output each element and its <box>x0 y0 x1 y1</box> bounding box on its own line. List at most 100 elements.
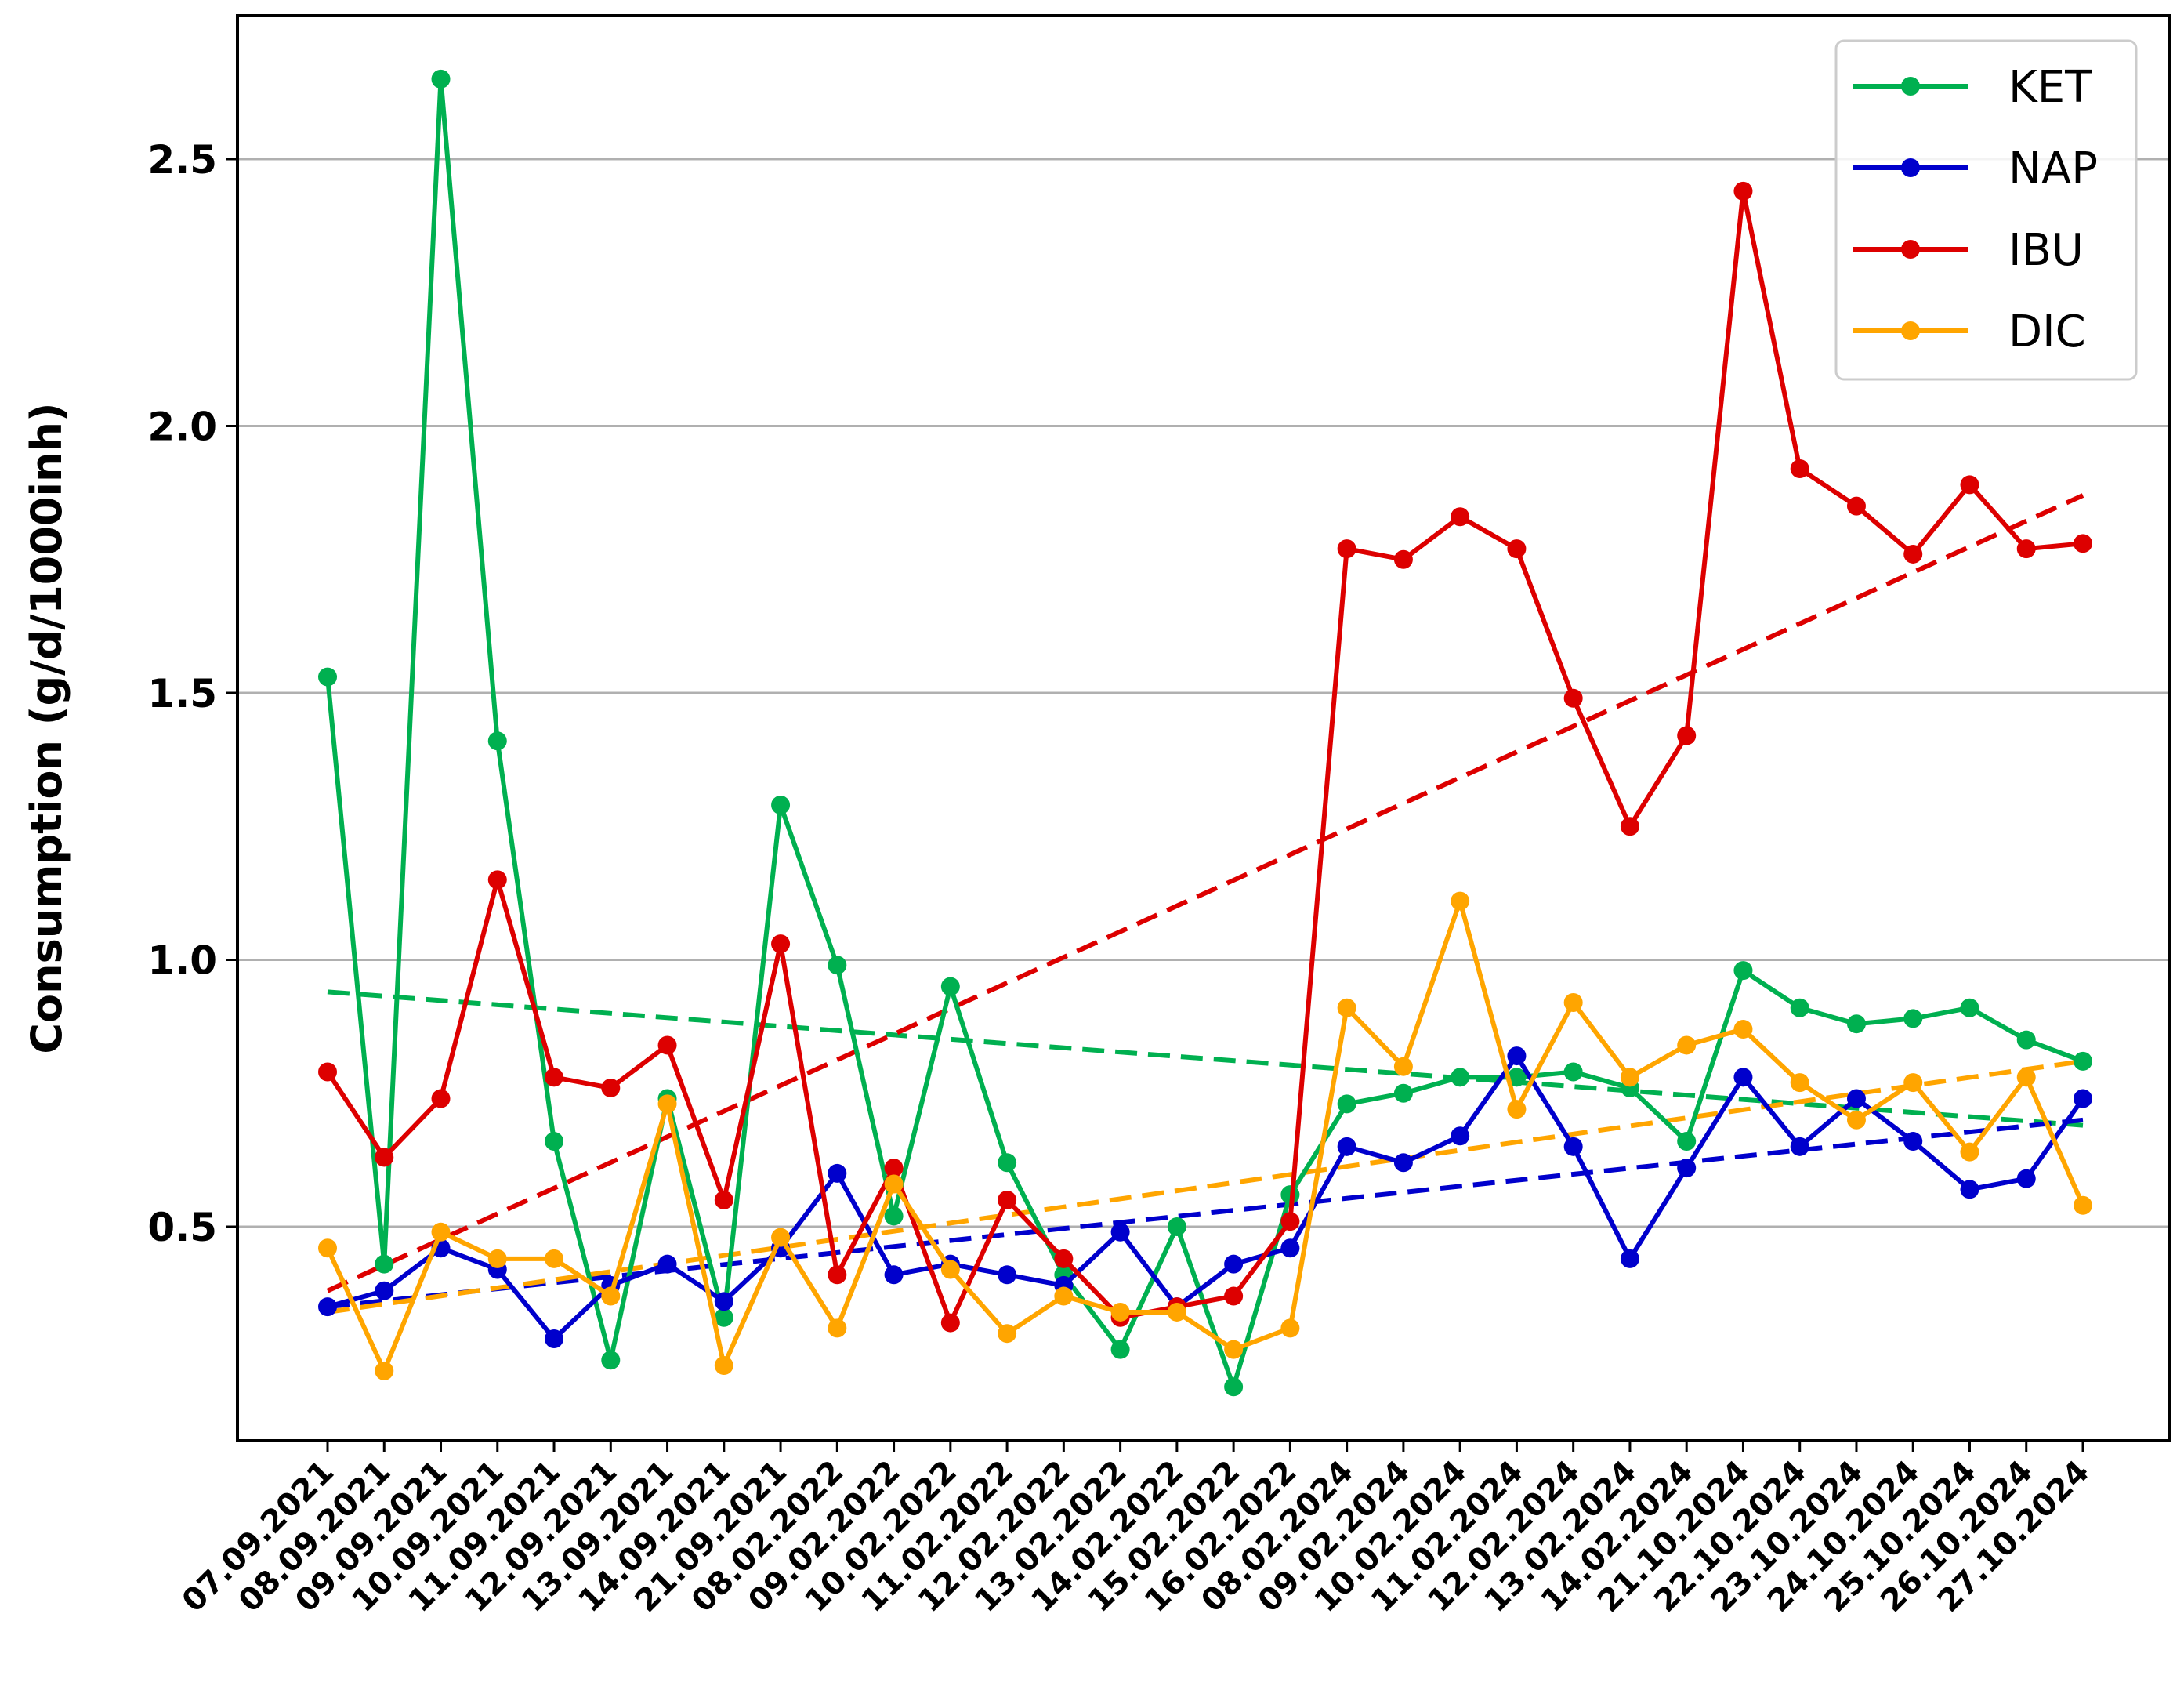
legend-label: NAP <box>2008 143 2098 194</box>
data-point <box>1733 961 1753 981</box>
data-point <box>1563 1137 1583 1156</box>
data-point <box>375 1254 394 1274</box>
y-axis-label: Consumption (g/d/1000inh) <box>22 402 71 1053</box>
data-point <box>828 1265 847 1285</box>
series-dic <box>318 891 2092 1380</box>
y-tick-label: 0.5 <box>147 1205 217 1250</box>
data-point <box>487 1249 507 1268</box>
legend-label: KET <box>2008 62 2092 113</box>
data-point <box>1393 1083 1413 1103</box>
data-point <box>601 1351 621 1370</box>
data-point <box>1507 1068 1527 1087</box>
series-nap <box>318 1046 2092 1349</box>
data-point <box>318 1238 337 1258</box>
data-point <box>1677 1132 1697 1151</box>
data-point <box>1451 891 1470 911</box>
data-point <box>318 667 337 687</box>
data-point <box>1790 1073 1809 1093</box>
data-point <box>1393 1057 1413 1076</box>
legend-marker <box>1901 240 1920 259</box>
data-point <box>1903 544 1923 564</box>
data-point <box>1846 496 1866 516</box>
data-point <box>1790 459 1809 478</box>
y-tick-label: 2.5 <box>147 137 217 183</box>
data-point <box>1337 1137 1356 1156</box>
data-point <box>1280 1238 1300 1258</box>
data-point <box>998 1265 1017 1285</box>
legend-marker <box>1901 321 1920 340</box>
data-point <box>431 1222 451 1242</box>
data-point <box>1677 1159 1697 1178</box>
data-point <box>318 1297 337 1317</box>
data-point <box>431 69 451 89</box>
data-point <box>1960 475 1979 495</box>
trend-lines <box>326 493 2084 1315</box>
data-point <box>1790 998 1809 1017</box>
data-point <box>1960 1142 1979 1162</box>
data-point <box>1677 1035 1697 1055</box>
data-point <box>1846 1089 1866 1108</box>
data-point <box>375 1281 394 1300</box>
data-point <box>375 1361 394 1380</box>
legend-label: IBU <box>2008 225 2084 276</box>
data-point <box>601 1078 621 1097</box>
data-point <box>884 1265 904 1285</box>
data-point <box>828 956 847 975</box>
data-point <box>1846 1014 1866 1034</box>
data-point <box>1224 1340 1244 1359</box>
legend-marker <box>1901 158 1920 177</box>
data-point <box>545 1329 564 1349</box>
data-point <box>1960 1180 1979 1199</box>
data-point <box>714 1307 733 1327</box>
data-point <box>2016 539 2036 559</box>
data-point <box>1054 1286 1074 1306</box>
data-point <box>1393 549 1413 569</box>
legend-box <box>1834 39 2138 381</box>
data-point <box>2016 1030 2036 1050</box>
series-line <box>325 898 2085 1373</box>
data-point <box>657 1094 677 1114</box>
data-point <box>1903 1009 1923 1028</box>
data-point <box>545 1249 564 1268</box>
data-point <box>828 1163 847 1183</box>
data-point <box>884 1174 904 1194</box>
data-series <box>318 69 2092 1397</box>
data-point <box>1224 1254 1244 1274</box>
data-point <box>1337 1094 1356 1114</box>
data-point <box>601 1286 621 1306</box>
data-point <box>375 1148 394 1167</box>
data-point <box>1110 1302 1130 1322</box>
data-point <box>1960 998 1979 1017</box>
data-point <box>884 1206 904 1226</box>
data-point <box>657 1035 677 1055</box>
data-point <box>998 1153 1017 1173</box>
series-ket <box>318 69 2092 1397</box>
data-point <box>657 1254 677 1274</box>
data-point <box>714 1356 733 1376</box>
plot-frame <box>236 14 2171 1442</box>
data-point <box>1280 1318 1300 1338</box>
data-point <box>2074 534 2092 553</box>
data-point <box>940 1260 960 1279</box>
legend-marker <box>1901 77 1920 96</box>
data-point <box>1903 1132 1923 1151</box>
data-point <box>1167 1217 1186 1236</box>
data-point <box>487 870 507 890</box>
data-point <box>2016 1169 2036 1188</box>
data-point <box>1054 1249 1074 1268</box>
data-point <box>1451 1126 1470 1146</box>
data-point <box>998 1324 1017 1344</box>
data-point <box>545 1132 564 1151</box>
data-point <box>1507 1046 1527 1066</box>
legend-label: DIC <box>2008 306 2086 357</box>
data-point <box>1451 1068 1470 1087</box>
data-point <box>828 1318 847 1338</box>
data-point <box>1733 1068 1753 1087</box>
trend-line-ket <box>327 989 2084 1128</box>
data-point <box>1507 1100 1527 1119</box>
data-point <box>1110 1340 1130 1359</box>
data-point <box>998 1190 1017 1209</box>
data-point <box>1224 1377 1244 1397</box>
series-line <box>325 76 2084 1390</box>
